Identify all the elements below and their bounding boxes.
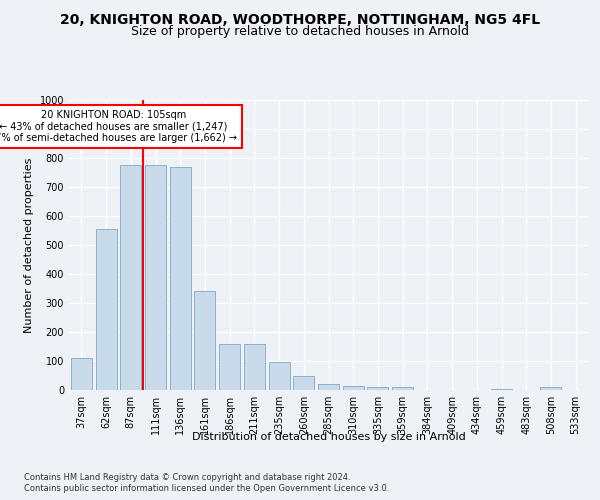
Bar: [170, 166, 191, 390]
Bar: [392, 387, 413, 390]
Bar: [145, 166, 166, 390]
Text: Size of property relative to detached houses in Arnold: Size of property relative to detached ho…: [131, 25, 469, 38]
Bar: [95, 229, 116, 390]
Bar: [71, 358, 92, 390]
Bar: [244, 344, 265, 390]
Bar: [343, 386, 364, 390]
Bar: [293, 376, 314, 390]
Bar: [491, 388, 512, 390]
Bar: [120, 166, 141, 390]
Bar: [367, 387, 388, 390]
Bar: [194, 292, 215, 390]
Bar: [269, 362, 290, 390]
Bar: [219, 344, 240, 390]
Text: Contains public sector information licensed under the Open Government Licence v3: Contains public sector information licen…: [24, 484, 389, 493]
Text: 20, KNIGHTON ROAD, WOODTHORPE, NOTTINGHAM, NG5 4FL: 20, KNIGHTON ROAD, WOODTHORPE, NOTTINGHA…: [60, 12, 540, 26]
Bar: [318, 384, 339, 390]
Text: 20 KNIGHTON ROAD: 105sqm
← 43% of detached houses are smaller (1,247)
57% of sem: 20 KNIGHTON ROAD: 105sqm ← 43% of detach…: [0, 110, 238, 144]
Y-axis label: Number of detached properties: Number of detached properties: [24, 158, 34, 332]
Text: Distribution of detached houses by size in Arnold: Distribution of detached houses by size …: [192, 432, 466, 442]
Text: Contains HM Land Registry data © Crown copyright and database right 2024.: Contains HM Land Registry data © Crown c…: [24, 472, 350, 482]
Bar: [541, 387, 562, 390]
